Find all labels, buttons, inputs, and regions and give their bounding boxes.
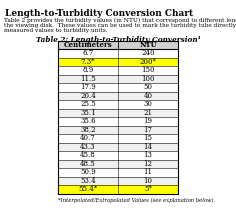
Text: 30: 30 [143,100,152,108]
Text: 48.5: 48.5 [80,160,96,168]
Text: 50.9: 50.9 [80,168,96,176]
Text: 11: 11 [143,168,152,176]
Bar [58,41,178,49]
Bar [58,177,178,185]
Text: 38.2: 38.2 [80,126,96,134]
Bar [58,159,178,168]
Bar [58,58,178,66]
Bar [58,143,178,151]
Text: 12: 12 [143,160,152,168]
Text: 50: 50 [143,83,152,91]
Text: 150: 150 [141,66,155,74]
Text: 43.3: 43.3 [80,143,96,151]
Text: 200*: 200* [139,58,156,66]
Text: 35.6: 35.6 [80,117,96,125]
Text: 10: 10 [143,177,152,185]
Text: 240: 240 [141,49,155,57]
Text: 45.8: 45.8 [80,151,96,159]
Text: 25.5: 25.5 [80,100,96,108]
Text: NTU: NTU [139,41,157,49]
Text: Centimeters: Centimeters [64,41,112,49]
Text: Table 2: Length-to-Turbidity Conversion¹: Table 2: Length-to-Turbidity Conversion¹ [36,36,200,44]
Bar [58,125,178,134]
Bar [58,108,178,117]
Text: 15: 15 [143,134,152,142]
Bar [58,74,178,83]
Text: 40: 40 [143,92,152,100]
Text: the viewing disk.  These values can be used to mark the turbidity tube directly : the viewing disk. These values can be us… [4,23,236,28]
Text: 8.9: 8.9 [82,66,94,74]
Text: 21: 21 [143,109,152,117]
Text: 17: 17 [143,126,152,134]
Text: 53.4: 53.4 [80,177,96,185]
Text: 100: 100 [141,75,155,83]
Text: 13: 13 [143,151,152,159]
Text: 35.1: 35.1 [80,109,96,117]
Text: 6.7: 6.7 [82,49,94,57]
Text: 20.4: 20.4 [80,92,96,100]
Text: 7.3*: 7.3* [81,58,95,66]
Text: 40.7: 40.7 [80,134,96,142]
Text: *Interpolated/Extrapolated Values (see explanation below).: *Interpolated/Extrapolated Values (see e… [58,198,215,203]
Text: measured values to turbidity units.: measured values to turbidity units. [4,28,108,33]
Text: 17.9: 17.9 [80,83,96,91]
Text: 11.5: 11.5 [80,75,96,83]
Text: Table 2 provides the turbidity values (in NTU) that correspond to different leng: Table 2 provides the turbidity values (i… [4,18,236,23]
Text: 55.4*: 55.4* [78,185,97,193]
Text: 19: 19 [143,117,152,125]
Bar [58,185,178,193]
Text: 5*: 5* [144,185,152,193]
Bar [58,92,178,100]
Text: Length-to-Turbidity Conversion Chart: Length-to-Turbidity Conversion Chart [5,9,193,18]
Text: 14: 14 [143,143,152,151]
